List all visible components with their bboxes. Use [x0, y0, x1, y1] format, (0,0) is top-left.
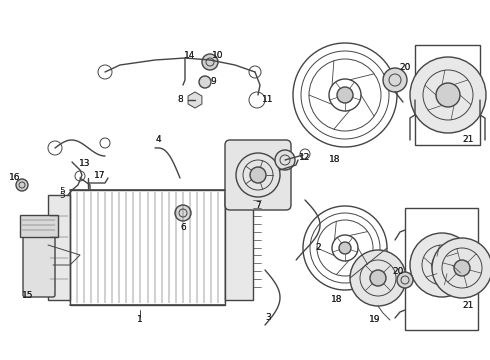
Circle shape [275, 150, 295, 170]
Text: 18: 18 [329, 156, 341, 165]
Text: 11: 11 [262, 95, 274, 104]
Text: 20: 20 [399, 63, 411, 72]
Circle shape [410, 57, 486, 133]
Text: 3: 3 [265, 314, 271, 323]
Circle shape [250, 167, 266, 183]
Bar [48, 195, 70, 300]
Text: 16: 16 [9, 172, 21, 181]
Circle shape [383, 68, 407, 92]
Circle shape [454, 260, 470, 276]
Text: 2: 2 [315, 243, 321, 252]
Circle shape [199, 76, 211, 88]
Text: 21: 21 [462, 135, 474, 144]
Text: 19: 19 [369, 315, 381, 324]
Text: 21: 21 [462, 301, 474, 310]
Text: 17: 17 [94, 171, 106, 180]
Text: 10: 10 [212, 50, 224, 59]
Text: 4: 4 [155, 135, 161, 144]
Polygon shape [188, 92, 202, 108]
Text: 7: 7 [255, 201, 261, 210]
FancyBboxPatch shape [23, 233, 55, 297]
Text: 4: 4 [155, 135, 161, 144]
Circle shape [432, 255, 452, 275]
Text: 20: 20 [392, 267, 404, 276]
Circle shape [175, 205, 191, 221]
Circle shape [350, 250, 406, 306]
Text: 1: 1 [137, 315, 143, 324]
Text: 5: 5 [59, 190, 65, 199]
Text: 6: 6 [180, 224, 186, 233]
Text: 15: 15 [22, 291, 34, 300]
Text: 13: 13 [79, 158, 91, 167]
Circle shape [436, 83, 460, 107]
Text: 12: 12 [299, 153, 311, 162]
Text: 15: 15 [22, 291, 34, 300]
Text: 11: 11 [262, 95, 274, 104]
Text: 21: 21 [462, 301, 474, 310]
Text: 20: 20 [399, 63, 411, 72]
Text: 5: 5 [59, 188, 65, 197]
Text: 13: 13 [79, 158, 91, 167]
Text: 18: 18 [331, 296, 343, 305]
Circle shape [337, 87, 353, 103]
Text: 7: 7 [255, 201, 261, 210]
Circle shape [16, 179, 28, 191]
Text: 20: 20 [392, 267, 404, 276]
Circle shape [397, 272, 413, 288]
Text: 9: 9 [210, 77, 216, 86]
Text: 18: 18 [331, 296, 343, 305]
Text: 12: 12 [299, 153, 311, 162]
Text: 19: 19 [369, 315, 381, 324]
Text: 16: 16 [9, 172, 21, 181]
Circle shape [410, 233, 474, 297]
Text: 8: 8 [177, 95, 183, 104]
Bar [70, 190, 225, 305]
Text: 9: 9 [210, 77, 216, 86]
Text: 3: 3 [265, 314, 271, 323]
Text: 2: 2 [315, 243, 321, 252]
Text: 1: 1 [137, 315, 143, 324]
Text: 21: 21 [462, 135, 474, 144]
Bar [225, 195, 253, 300]
Text: 17: 17 [94, 171, 106, 180]
Text: 14: 14 [184, 50, 196, 59]
Circle shape [432, 238, 490, 298]
Text: 18: 18 [329, 156, 341, 165]
Circle shape [370, 270, 386, 286]
Bar [20, 215, 58, 237]
Text: 10: 10 [212, 50, 224, 59]
FancyBboxPatch shape [225, 140, 291, 210]
Circle shape [339, 242, 351, 254]
Text: 6: 6 [180, 224, 186, 233]
Circle shape [202, 54, 218, 70]
Text: 14: 14 [184, 50, 196, 59]
Text: 8: 8 [177, 95, 183, 104]
